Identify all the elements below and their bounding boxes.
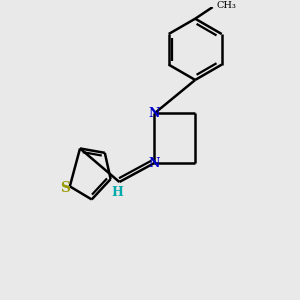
Text: S: S [60,181,70,195]
Text: CH₃: CH₃ [216,1,236,10]
Text: N: N [149,107,160,120]
Text: H: H [111,186,123,199]
Text: N: N [149,157,160,169]
